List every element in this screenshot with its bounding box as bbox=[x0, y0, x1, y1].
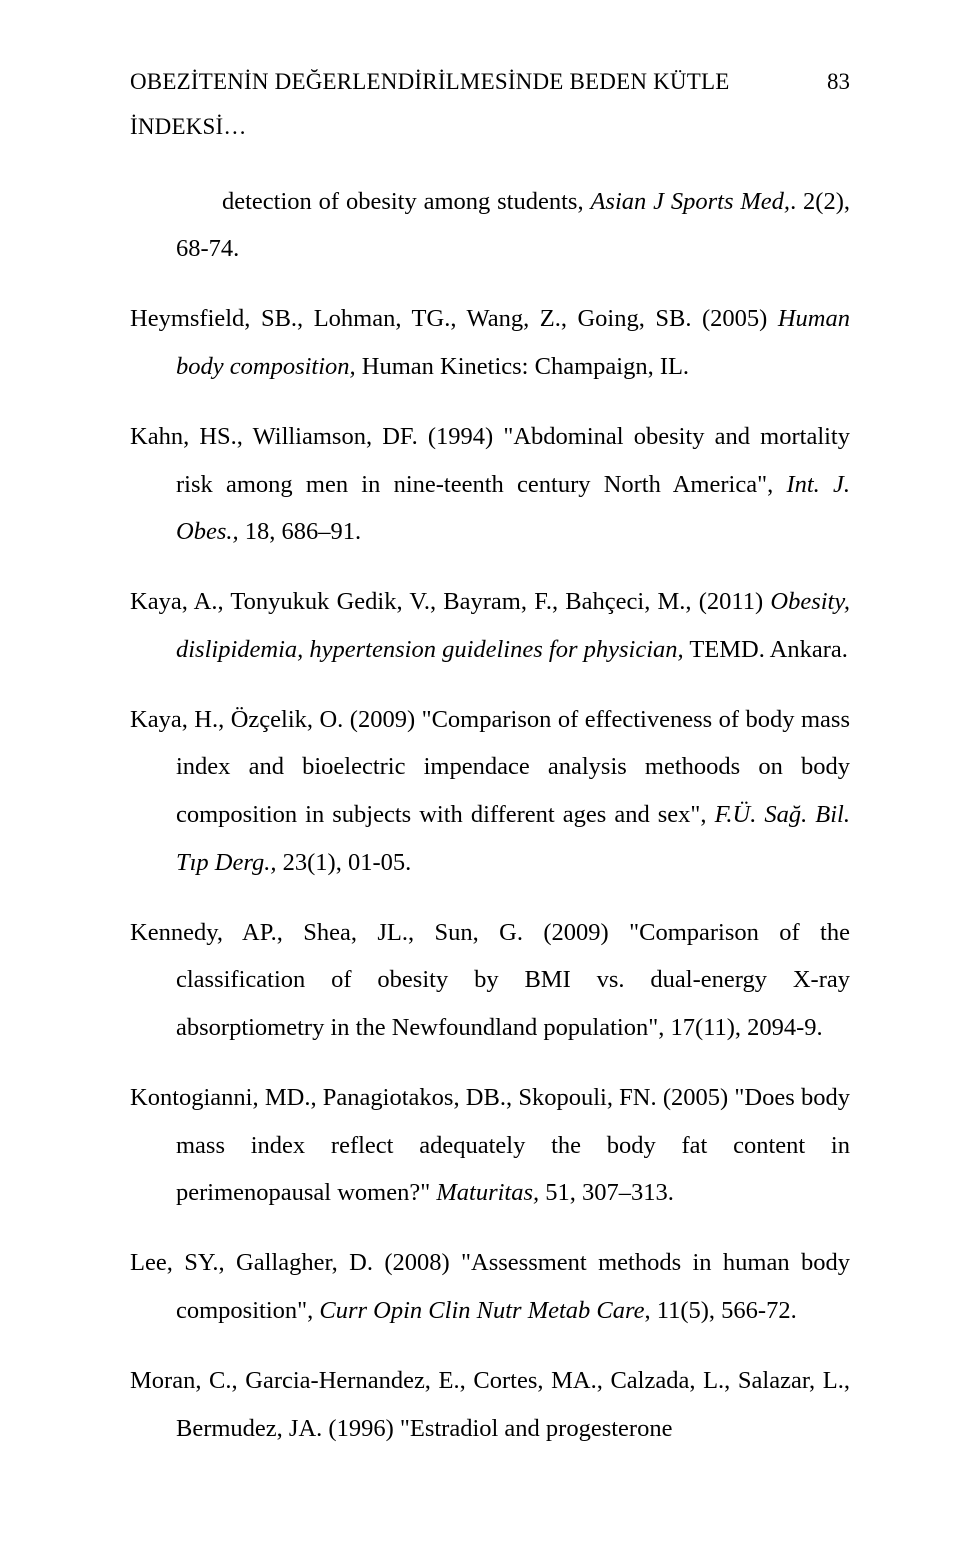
reference-text: 18, 686–91. bbox=[239, 518, 362, 545]
document-page: OBEZİTENİN DEĞERLENDİRİLMESİNDE BEDEN KÜ… bbox=[0, 0, 960, 1553]
reference-entry: detection of obesity among students, Asi… bbox=[130, 178, 850, 274]
reference-text: TEMD. Ankara. bbox=[684, 636, 848, 663]
page-header: OBEZİTENİN DEĞERLENDİRİLMESİNDE BEDEN KÜ… bbox=[130, 60, 850, 150]
reference-text: , 11(5), 566-72. bbox=[645, 1297, 797, 1324]
reference-entry: Kennedy, AP., Shea, JL., Sun, G. (2009) … bbox=[130, 909, 850, 1052]
reference-text: 51, 307–313. bbox=[539, 1179, 674, 1206]
reference-entry: Kaya, A., Tonyukuk Gedik, V., Bayram, F.… bbox=[130, 578, 850, 674]
page-number: 83 bbox=[797, 60, 850, 105]
running-title: OBEZİTENİN DEĞERLENDİRİLMESİNDE BEDEN KÜ… bbox=[130, 60, 797, 150]
reference-entry: Moran, C., Garcia-Hernandez, E., Cortes,… bbox=[130, 1357, 850, 1453]
reference-italic-text: Asian J Sports Med, bbox=[590, 188, 790, 215]
reference-entry: Kontogianni, MD., Panagiotakos, DB., Sko… bbox=[130, 1074, 850, 1217]
reference-text: detection of obesity among students, bbox=[222, 188, 590, 215]
reference-text: Moran, C., Garcia-Hernandez, E., Cortes,… bbox=[130, 1367, 850, 1442]
reference-entry: Kaya, H., Özçelik, O. (2009) "Comparison… bbox=[130, 696, 850, 887]
reference-entry: Lee, SY., Gallagher, D. (2008) "Assessme… bbox=[130, 1239, 850, 1335]
references-list: detection of obesity among students, Asi… bbox=[130, 178, 850, 1453]
reference-italic-text: Maturitas, bbox=[436, 1179, 539, 1206]
reference-entry: Kahn, HS., Williamson, DF. (1994) "Abdom… bbox=[130, 413, 850, 556]
reference-text: Kahn, HS., Williamson, DF. (1994) "Abdom… bbox=[130, 423, 850, 498]
reference-entry: Heymsfield, SB., Lohman, TG., Wang, Z., … bbox=[130, 295, 850, 391]
reference-italic-text: Curr Opin Clin Nutr Metab Care bbox=[319, 1297, 644, 1324]
reference-text: Human Kinetics: Champaign, IL. bbox=[356, 353, 689, 380]
reference-text: Kennedy, AP., Shea, JL., Sun, G. (2009) … bbox=[130, 919, 850, 1042]
reference-text: Kaya, A., Tonyukuk Gedik, V., Bayram, F.… bbox=[130, 588, 770, 615]
reference-text: 23(1), 01-05. bbox=[277, 849, 412, 876]
reference-text: Heymsfield, SB., Lohman, TG., Wang, Z., … bbox=[130, 305, 778, 332]
